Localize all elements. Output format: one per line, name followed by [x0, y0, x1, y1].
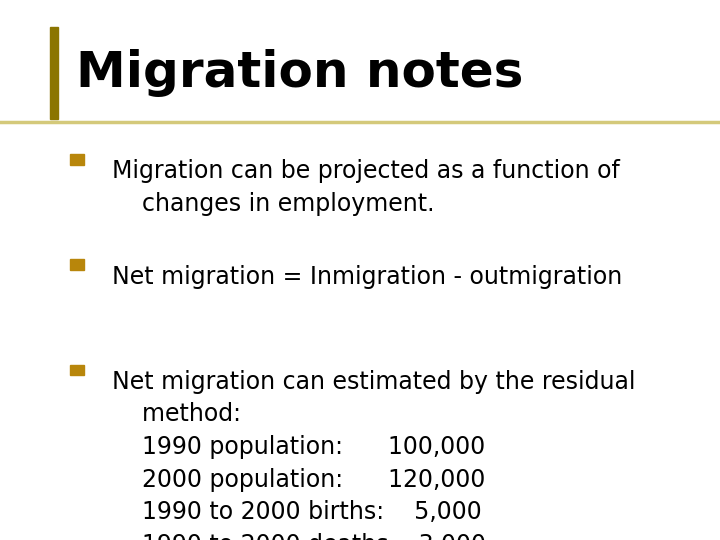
Text: Migration can be projected as a function of
    changes in employment.: Migration can be projected as a function… — [112, 159, 619, 216]
FancyBboxPatch shape — [50, 27, 58, 119]
FancyBboxPatch shape — [70, 259, 84, 270]
Text: Migration notes: Migration notes — [76, 49, 523, 97]
Text: Net migration = Inmigration - outmigration: Net migration = Inmigration - outmigrati… — [112, 265, 622, 288]
FancyBboxPatch shape — [70, 364, 84, 375]
Text: Net migration can estimated by the residual
    method:
    1990 population:    : Net migration can estimated by the resid… — [112, 370, 688, 540]
FancyBboxPatch shape — [70, 154, 84, 165]
